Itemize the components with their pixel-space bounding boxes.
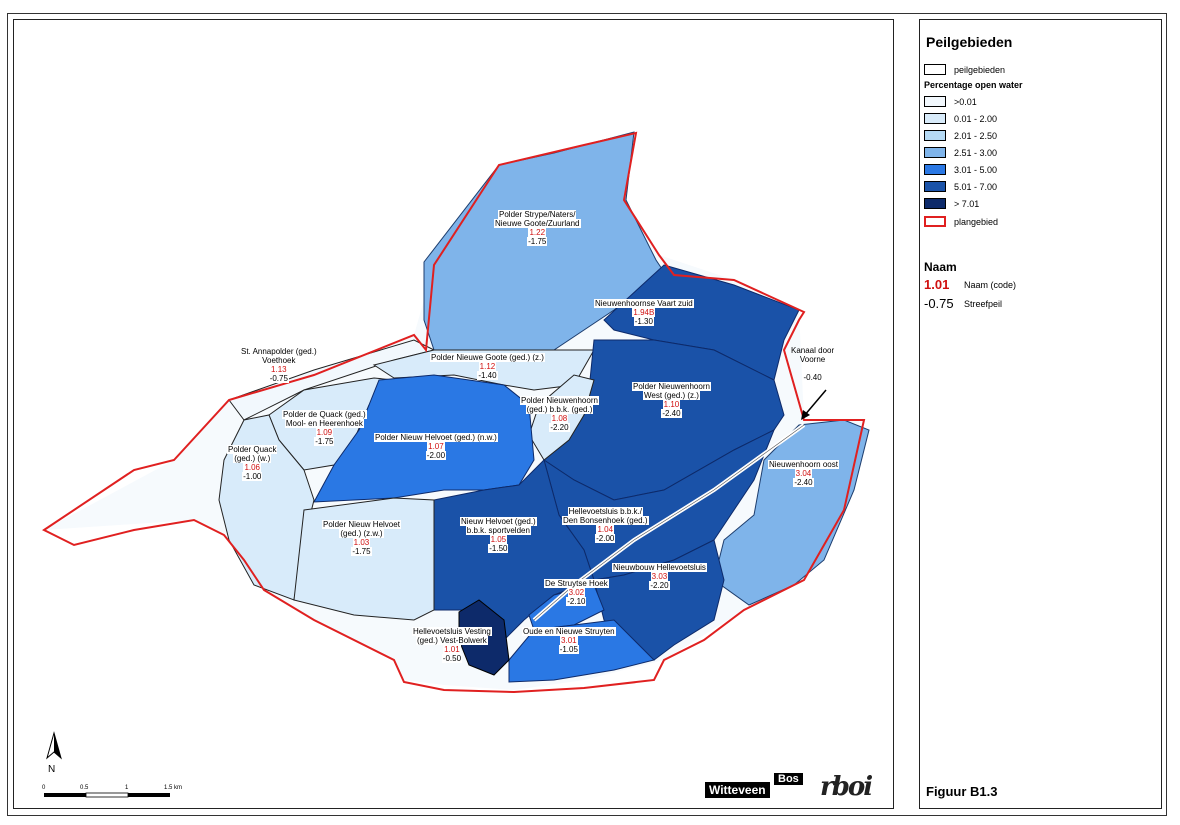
plangebied-swatch xyxy=(924,216,946,227)
streefpeil-row: -0.75 Streefpeil xyxy=(924,296,1002,311)
rboi-logo: rboi xyxy=(820,772,873,802)
legend-class-3: 2.51 - 3.00 xyxy=(924,146,997,159)
scale-tick-1: 0.5 xyxy=(80,785,89,791)
area-label-1-13[interactable]: St. Annapolder (ged.) Voethoek 1.13 -0.7… xyxy=(240,347,318,383)
legend-class-swatch xyxy=(924,181,946,192)
area-label-3-02[interactable]: De Struytse Hoek 3.02 -2.10 xyxy=(544,579,609,606)
area-label-1-10[interactable]: Polder Nieuwenhoorn West (ged.) (z.) 1.1… xyxy=(632,382,711,418)
north-arrow-icon-fill xyxy=(54,733,61,758)
kanaal-label: Kanaal door Voorne -0.40 xyxy=(791,346,835,382)
scale-bar xyxy=(44,792,170,798)
kanaal-door-voorne-edge xyxy=(533,424,805,621)
area-label-3-04[interactable]: Nieuwenhoorn oost 3.04 -2.40 xyxy=(768,460,839,487)
area-label-3-03[interactable]: Nieuwbouw Hellevoetsluis 3.03 -2.20 xyxy=(612,563,707,590)
legend-class-swatch xyxy=(924,113,946,124)
area-label-1-22[interactable]: Polder Strype/Naters/ Nieuwe Goote/Zuurl… xyxy=(494,210,581,246)
legend-class-5: 5.01 - 7.00 xyxy=(924,180,997,193)
bos-logo: Bos xyxy=(774,773,803,785)
map-panel[interactable]: Polder Strype/Naters/ Nieuwe Goote/Zuurl… xyxy=(13,19,894,809)
legend-class-swatch xyxy=(924,130,946,141)
area-label-1-01[interactable]: Hellevoetsluis Vesting (ged.) Vest-Bolwe… xyxy=(412,627,492,663)
legend-class-swatch xyxy=(924,96,946,107)
area-label-3-01[interactable]: Oude en Nieuwe Struyten 3.01 -1.05 xyxy=(522,627,616,654)
peilgebieden-swatch xyxy=(924,64,946,75)
area-label-1-94b[interactable]: Nieuwenhoornse Vaart zuid 1.94B -1.30 xyxy=(594,299,694,326)
area-label-1-07[interactable]: Polder Nieuw Helvoet (ged.) (n.w.) 1.07 … xyxy=(374,433,498,460)
scale-tick-2: 1 xyxy=(125,785,129,791)
legend-class-label: 2.51 - 3.00 xyxy=(954,147,998,158)
legend-class-label: 0.01 - 2.00 xyxy=(954,113,998,124)
legend-peilgebieden: peilgebieden xyxy=(924,63,1005,76)
streefpeil-label: Streefpeil xyxy=(964,298,1003,309)
legend-class-label: >0.01 xyxy=(954,96,977,107)
map-canvas[interactable] xyxy=(14,20,894,809)
legend-class-label: 5.01 - 7.00 xyxy=(954,181,998,192)
area-label-1-08[interactable]: Polder Nieuwenhoorn (ged.) b.b.k. (ged.)… xyxy=(520,396,599,432)
legend-class-label: 3.01 - 5.00 xyxy=(954,164,998,175)
legend-class-0: >0.01 xyxy=(924,95,977,108)
kanaal-arrow xyxy=(803,389,827,417)
naam-code-label: Naam (code) xyxy=(964,279,1017,290)
witteveen-logo: Witteveen xyxy=(705,782,770,798)
page-frame xyxy=(7,13,1167,816)
legend-class-swatch xyxy=(924,164,946,175)
zone-1-03[interactable] xyxy=(293,497,435,621)
legend-panel: Peilgebieden peilgebieden Percentage ope… xyxy=(919,19,1162,809)
area-label-1-05[interactable]: Nieuw Helvoet (ged.) b.b.k. sportvelden … xyxy=(460,517,537,553)
open-water-title: Percentage open water xyxy=(924,80,1023,90)
area-label-1-03[interactable]: Polder Nieuw Helvoet (ged.) (z.w.) 1.03 … xyxy=(322,520,401,556)
area-label-1-09[interactable]: Polder de Quack (ged.) Mool- en Heerenho… xyxy=(282,410,367,446)
legend-class-1: 0.01 - 2.00 xyxy=(924,112,997,125)
scale-tick-3: 1.5 km xyxy=(164,785,183,791)
scale-tick-0: 0 xyxy=(42,785,46,791)
area-label-1-12[interactable]: Polder Nieuwe Goote (ged.) (z.) 1.12 -1.… xyxy=(430,353,545,380)
naam-code-row: 1.01 Naam (code) xyxy=(924,277,1016,292)
legend-class-6: > 7.01 xyxy=(924,197,979,210)
legend-class-label: 2.01 - 2.50 xyxy=(954,130,998,141)
kanaal-arrowhead xyxy=(801,410,810,420)
area-label-1-04[interactable]: Hellevoetsluis b.b.k./ Den Bonsenhoek (g… xyxy=(562,507,649,543)
figure-label: Figuur B1.3 xyxy=(926,784,998,799)
legend-class-4: 3.01 - 5.00 xyxy=(924,163,997,176)
streefpeil-example: -0.75 xyxy=(924,296,954,311)
naam-title: Naam xyxy=(924,260,957,274)
plangebied-boundary[interactable] xyxy=(42,131,866,694)
legend-class-label: > 7.01 xyxy=(954,198,980,209)
north-label: N xyxy=(48,764,56,775)
legend-class-swatch xyxy=(924,147,946,158)
naam-code-example: 1.01 xyxy=(924,277,950,292)
legend-plangebied: plangebied xyxy=(924,215,998,228)
legend-class-2: 2.01 - 2.50 xyxy=(924,129,997,142)
area-label-1-06[interactable]: Polder Quack (ged.) (w.) 1.06 -1.00 xyxy=(227,445,278,481)
legend-title: Peilgebieden xyxy=(926,34,1013,50)
legend-class-swatch xyxy=(924,198,946,209)
